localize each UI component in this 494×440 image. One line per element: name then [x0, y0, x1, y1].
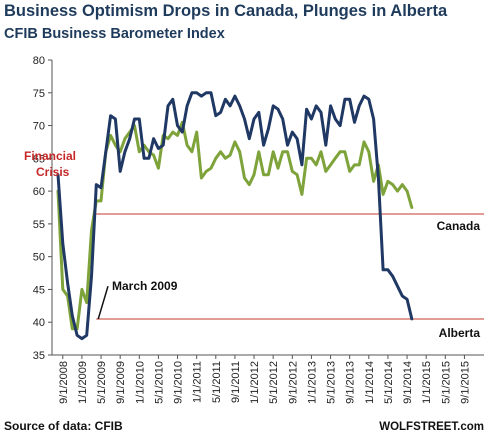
- series-line-alberta: [56, 91, 414, 341]
- reference-lines: [96, 213, 484, 320]
- x-tick-label: 1/1/2010: [134, 361, 146, 404]
- y-tick-label: 70: [33, 121, 45, 133]
- series-line-canada: [56, 120, 414, 331]
- chart-axes: [51, 60, 484, 356]
- x-tick-label: 9/1/2012: [287, 361, 299, 404]
- x-tick-label: 9/1/2009: [115, 361, 127, 404]
- x-tick-label: 5/1/2015: [440, 361, 452, 404]
- x-tick-label: 1/1/2014: [364, 361, 376, 404]
- x-tick-label: 5/1/2013: [326, 361, 338, 404]
- x-tick-label: 5/1/2010: [153, 361, 165, 404]
- y-tick-label: 80: [33, 55, 45, 67]
- x-tick-label: 9/1/2010: [173, 361, 185, 404]
- source-note: Source of data: CFIB: [4, 419, 123, 433]
- march-2009-arrow: [97, 285, 109, 320]
- x-tick-label: 5/1/2011: [211, 361, 223, 403]
- x-tick-label: 9/1/2015: [459, 361, 471, 404]
- x-tick-label: 1/1/2013: [306, 361, 318, 404]
- x-tick-label: 1/1/2015: [421, 361, 433, 404]
- x-tick-label: 5/1/2012: [268, 361, 280, 404]
- x-tick-label: 1/1/2009: [77, 361, 89, 404]
- y-tick-label: 75: [33, 88, 45, 100]
- chart-title: Business Optimism Drops in Canada, Plung…: [4, 2, 448, 20]
- x-tick-label: 9/1/2013: [345, 361, 357, 404]
- x-tick-label: 9/1/2008: [58, 361, 70, 404]
- x-tick-label: 1/1/2012: [249, 361, 261, 404]
- x-tick-label: 5/1/2014: [383, 361, 395, 404]
- financial-crisis-label: Financial: [24, 149, 76, 163]
- x-tick-label: 1/1/2011: [192, 361, 204, 403]
- y-tick-label: 45: [33, 284, 45, 296]
- alberta-label: Alberta: [439, 326, 481, 340]
- annotations: Canada Alberta Financial Crisis March 2009: [24, 149, 480, 340]
- y-axis-ticks: 35 40 45 50 55 60 65 70 75 80: [33, 55, 52, 362]
- y-tick-label: 65: [33, 153, 45, 165]
- y-tick-label: 35: [33, 350, 45, 362]
- y-tick-label: 60: [33, 186, 45, 198]
- x-tick-label: 5/1/2009: [96, 361, 108, 404]
- x-axis-ticks: 9/1/2008 1/1/2009 5/1/2009 9/1/2009 1/1/2010…: [58, 355, 471, 404]
- y-tick-label: 50: [33, 252, 45, 264]
- watermark: WOLFSTREET.com: [379, 421, 484, 433]
- canada-label: Canada: [437, 219, 481, 233]
- y-tick-label: 40: [33, 317, 45, 329]
- series-lines: [56, 91, 414, 341]
- financial-crisis-label: Crisis: [36, 165, 70, 179]
- chart-subtitle: CFIB Business Barometer Index: [4, 26, 225, 42]
- march-2009-label: March 2009: [112, 279, 178, 293]
- x-tick-label: 9/1/2014: [402, 361, 414, 404]
- y-tick-label: 55: [33, 219, 45, 231]
- x-tick-label: 9/1/2011: [230, 361, 242, 403]
